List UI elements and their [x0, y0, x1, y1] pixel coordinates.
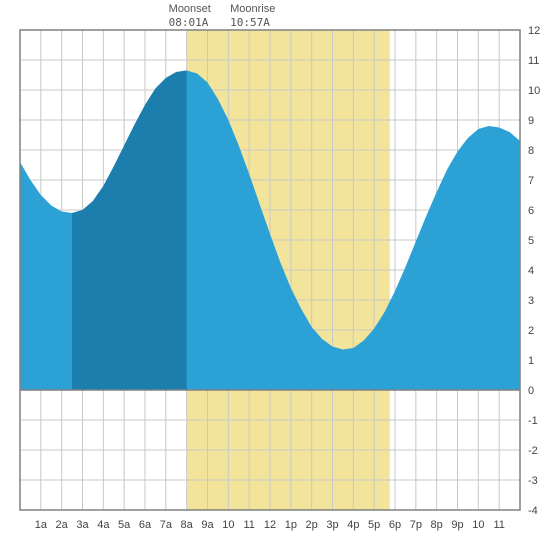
svg-text:1a: 1a: [35, 519, 48, 531]
moonrise-time: 10:57A: [230, 16, 275, 30]
svg-text:9a: 9a: [201, 519, 214, 531]
svg-text:-1: -1: [528, 415, 538, 427]
svg-text:4a: 4a: [97, 519, 110, 531]
svg-text:6a: 6a: [139, 519, 152, 531]
svg-text:3a: 3a: [76, 519, 89, 531]
svg-text:2a: 2a: [56, 519, 69, 531]
svg-text:8: 8: [528, 145, 534, 157]
svg-text:8p: 8p: [431, 519, 443, 531]
svg-text:3p: 3p: [326, 519, 338, 531]
svg-text:8a: 8a: [181, 519, 194, 531]
svg-text:11: 11: [528, 55, 539, 67]
svg-text:9: 9: [528, 115, 534, 127]
svg-text:10: 10: [528, 85, 540, 97]
svg-text:7: 7: [528, 175, 534, 187]
moonset-time: 08:01A: [169, 16, 211, 30]
svg-text:4p: 4p: [347, 519, 359, 531]
moonset-title: Moonset: [169, 2, 211, 16]
svg-text:-2: -2: [528, 445, 538, 457]
svg-text:-3: -3: [528, 475, 538, 487]
svg-text:2: 2: [528, 325, 534, 337]
svg-text:5: 5: [528, 235, 534, 247]
svg-text:3: 3: [528, 295, 534, 307]
svg-text:-4: -4: [528, 505, 538, 517]
annotation-moonset: Moonset 08:01A: [169, 2, 211, 31]
svg-text:0: 0: [528, 385, 534, 397]
svg-text:1p: 1p: [285, 519, 297, 531]
svg-text:10: 10: [472, 519, 484, 531]
svg-text:5p: 5p: [368, 519, 380, 531]
svg-text:1: 1: [528, 355, 534, 367]
chart-svg: 1a2a3a4a5a6a7a8a9a1011121p2p3p4p5p6p7p8p…: [0, 0, 550, 550]
svg-text:7p: 7p: [410, 519, 422, 531]
svg-text:12: 12: [528, 25, 540, 37]
svg-text:11: 11: [243, 519, 254, 531]
svg-text:5a: 5a: [118, 519, 131, 531]
svg-text:2p: 2p: [306, 519, 318, 531]
annotation-moonrise: Moonrise 10:57A: [230, 2, 275, 31]
moonrise-title: Moonrise: [230, 2, 275, 16]
tide-chart: 1a2a3a4a5a6a7a8a9a1011121p2p3p4p5p6p7p8p…: [0, 0, 550, 550]
svg-text:10: 10: [222, 519, 234, 531]
svg-text:4: 4: [528, 265, 534, 277]
svg-text:7a: 7a: [160, 519, 173, 531]
svg-text:11: 11: [493, 519, 504, 531]
svg-text:12: 12: [264, 519, 276, 531]
svg-text:9p: 9p: [451, 519, 463, 531]
svg-text:6p: 6p: [389, 519, 401, 531]
svg-text:6: 6: [528, 205, 534, 217]
